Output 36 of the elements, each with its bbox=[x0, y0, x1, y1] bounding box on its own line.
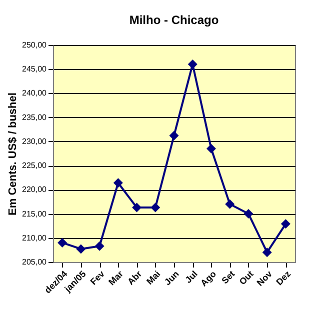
point bbox=[150, 202, 160, 212]
x-tick-label: Mai bbox=[144, 268, 162, 286]
x-tick-label: Jun bbox=[162, 268, 181, 288]
y-axis-title: Em Cents. US$ / bushel bbox=[7, 92, 20, 216]
x-tick-label: Nov bbox=[254, 268, 274, 288]
point bbox=[206, 144, 216, 154]
point bbox=[280, 219, 290, 229]
x-tick-label: Set bbox=[220, 268, 237, 286]
y-tick-label: 215,00 bbox=[22, 209, 48, 218]
point bbox=[169, 130, 179, 140]
y-tick-label: 250,00 bbox=[22, 40, 48, 50]
x-tick-label: Jul bbox=[183, 268, 200, 286]
point bbox=[76, 244, 86, 254]
chart-title: Milho - Chicago bbox=[129, 13, 219, 27]
x-tick-label: Out bbox=[237, 268, 256, 287]
y-tick-label: 240,00 bbox=[22, 88, 48, 98]
y-tick-label: 220,00 bbox=[22, 185, 48, 194]
point bbox=[188, 60, 198, 70]
y-tick-label: 230,00 bbox=[22, 136, 48, 146]
point bbox=[94, 241, 104, 251]
point bbox=[244, 209, 254, 219]
x-tick-label: Ago bbox=[198, 268, 218, 288]
point bbox=[132, 202, 142, 212]
x-tick-label: Dez bbox=[274, 268, 293, 288]
point bbox=[58, 238, 68, 248]
y-tick-label: 210,00 bbox=[22, 233, 48, 242]
y-tick-label: 205,00 bbox=[22, 258, 48, 266]
y-tick-label: 225,00 bbox=[22, 161, 48, 170]
x-tick-label: Abr bbox=[126, 268, 144, 287]
point bbox=[262, 248, 272, 258]
point bbox=[225, 199, 235, 209]
x-tick-label: Fev bbox=[88, 268, 106, 287]
point bbox=[113, 178, 123, 188]
x-tick-label: Mar bbox=[106, 268, 126, 288]
y-tick-label: 245,00 bbox=[22, 64, 48, 74]
y-tick-label: 235,00 bbox=[22, 112, 48, 122]
